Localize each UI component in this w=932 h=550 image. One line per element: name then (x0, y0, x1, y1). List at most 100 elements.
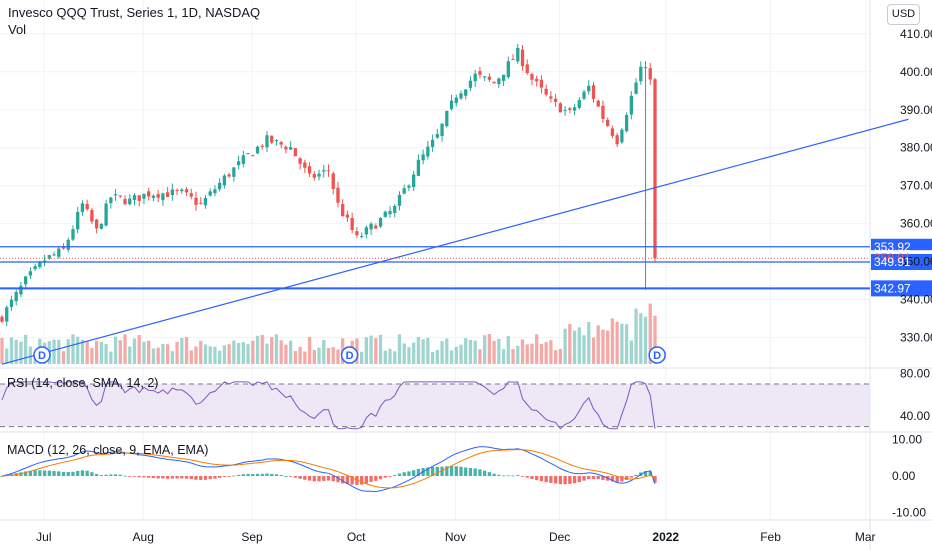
macd-tick-label: -10.00 (892, 506, 926, 520)
macd-tick-label: 10.00 (892, 432, 922, 446)
macd-histogram-bar (511, 475, 515, 477)
candle-body (265, 135, 269, 148)
volume-bar (440, 340, 444, 364)
candle-body (369, 223, 373, 230)
macd-histogram-bar (449, 466, 454, 476)
candle-body (629, 95, 633, 115)
volume-bar (549, 340, 553, 364)
volume-bar (501, 349, 506, 364)
macd-histogram-bar (364, 476, 369, 484)
macd-histogram-bar (539, 476, 544, 482)
macd-histogram-bar (459, 466, 463, 476)
volume-bar (497, 339, 501, 364)
candle-body (468, 80, 473, 88)
macd-histogram-bar (530, 476, 534, 480)
volume-bar (293, 351, 298, 364)
macd-histogram-bar (397, 473, 402, 476)
x-tick-label: Feb (760, 530, 781, 544)
volume-bar (397, 334, 402, 364)
volume-bar (165, 344, 170, 364)
volume-bar (203, 344, 208, 364)
macd-histogram-bar (322, 476, 326, 481)
candle-body (99, 224, 104, 229)
candle-body (572, 107, 577, 111)
volume-bar (454, 346, 458, 364)
chart-title: Invesco QQQ Trust, Series 1, 1D, NASDAQ (8, 5, 261, 20)
macd-histogram-bar (629, 476, 633, 478)
rsi-band (0, 384, 870, 427)
volume-bar (213, 346, 217, 364)
volume-bar (582, 335, 586, 364)
volume-bar (615, 321, 619, 364)
candle-body (156, 194, 160, 198)
candle-body (189, 193, 193, 197)
macd-histogram-bar (0, 476, 4, 477)
candle-body (28, 271, 33, 276)
volume-bar (648, 303, 652, 364)
volume-bar (298, 346, 302, 364)
volume-bar (374, 338, 378, 364)
macd-histogram-bar (208, 476, 212, 480)
volume-bar (634, 308, 638, 364)
candle-body (535, 78, 539, 82)
volume-bars (0, 303, 657, 364)
macd-histogram-bar (412, 470, 416, 476)
volume-bar (142, 341, 146, 364)
volume-bar (591, 337, 596, 364)
candle-body (587, 85, 591, 92)
candle-body (232, 167, 236, 177)
volume-bar (175, 341, 179, 364)
candle-body (530, 74, 534, 80)
candle-body (57, 248, 61, 257)
candle-body (445, 110, 449, 127)
macd-histogram-bar (312, 476, 316, 482)
candle-body (222, 175, 227, 186)
macd-histogram-bar (341, 476, 345, 484)
macd-histogram-bar (445, 466, 449, 476)
candle-body (539, 79, 544, 88)
macd-histogram-bar (601, 476, 605, 480)
candle-body (359, 236, 364, 238)
macd-histogram-bar (426, 467, 430, 476)
candle-body (506, 61, 510, 78)
volume-bar (525, 344, 529, 364)
macd-histogram-bar (99, 475, 104, 476)
candle-body (170, 189, 174, 196)
candle-body (473, 73, 477, 82)
macd-histogram-bar (544, 476, 548, 483)
macd-histogram-bar (222, 476, 227, 477)
macd-histogram-bar (525, 476, 529, 478)
candle-body (483, 76, 487, 78)
grid (0, 0, 870, 520)
macd-histogram-bar (563, 476, 567, 485)
volume-bar (180, 337, 184, 364)
macd-histogram-bar (147, 476, 151, 478)
candle-body (501, 74, 506, 81)
candle-body (322, 170, 326, 172)
macd-histogram-bar (303, 476, 307, 480)
macd-histogram-bar (61, 471, 66, 476)
macd-histogram-bar (516, 475, 520, 476)
currency-button[interactable]: USD (887, 4, 920, 25)
macd-histogram-bar (535, 476, 539, 481)
macd-histogram-bar (520, 476, 525, 477)
candle-body (38, 261, 42, 268)
volume-bar (407, 347, 411, 364)
macd-histogram-bar (435, 466, 439, 476)
macd-histogram-bar (184, 476, 189, 479)
y-tick-label: 340.00 (900, 293, 932, 307)
price-label: 353.92 (874, 240, 911, 254)
candle-body (227, 174, 231, 177)
candle-body (449, 100, 454, 109)
volume-bar (255, 335, 260, 364)
macd-histogram-bar (151, 476, 156, 479)
candle-body (208, 191, 212, 196)
volume-bar (156, 347, 160, 364)
macd-histogram-bar (175, 476, 179, 479)
candle-body (203, 197, 208, 206)
candle-body (388, 211, 392, 215)
macd-histogram-bar (440, 466, 444, 476)
macd-histogram-bar (42, 470, 47, 476)
macd-histogram-bar (76, 470, 80, 476)
